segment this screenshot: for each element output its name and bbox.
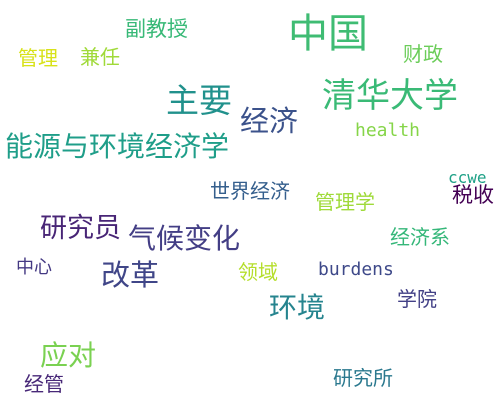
word-fujiaoshou: 副教授 <box>125 17 188 41</box>
word-guanli: 管理 <box>18 46 58 70</box>
word-yanjiuyuan: 研究员 <box>40 213 121 244</box>
word-zhongguo: 中国 <box>288 11 368 57</box>
word-shijie-jingji: 世界经济 <box>210 179 290 203</box>
word-xueyuan: 学院 <box>397 287 437 311</box>
word-yanjiusuo: 研究所 <box>333 366 393 390</box>
word-zhongxin: 中心 <box>16 257 52 278</box>
word-qihou-bianhua: 气候变化 <box>128 222 241 255</box>
word-ccwe: ccwe <box>448 168 487 187</box>
word-nengyuan-huanjing-jingjixue: 能源与环境经济学 <box>5 130 230 163</box>
word-lingyu: 领域 <box>238 260 278 284</box>
word-jingji: 经济 <box>240 104 299 138</box>
word-caizheng: 财政 <box>403 42 443 66</box>
word-yingdui: 应对 <box>40 339 97 372</box>
word-jianren: 兼任 <box>80 45 120 69</box>
word-gaige: 改革 <box>101 258 160 292</box>
word-qinghua-daxue: 清华大学 <box>322 76 458 116</box>
word-zhuyao: 主要 <box>166 81 232 120</box>
word-jingjixi: 经济系 <box>390 225 450 249</box>
word-guanlixue: 管理学 <box>315 190 375 214</box>
word-health: health <box>355 120 421 141</box>
word-huanjing: 环境 <box>269 291 326 324</box>
word-shuishou: 税收 <box>452 183 494 207</box>
word-jingguan: 经管 <box>24 372 64 396</box>
word-burdens: burdens <box>318 259 394 280</box>
